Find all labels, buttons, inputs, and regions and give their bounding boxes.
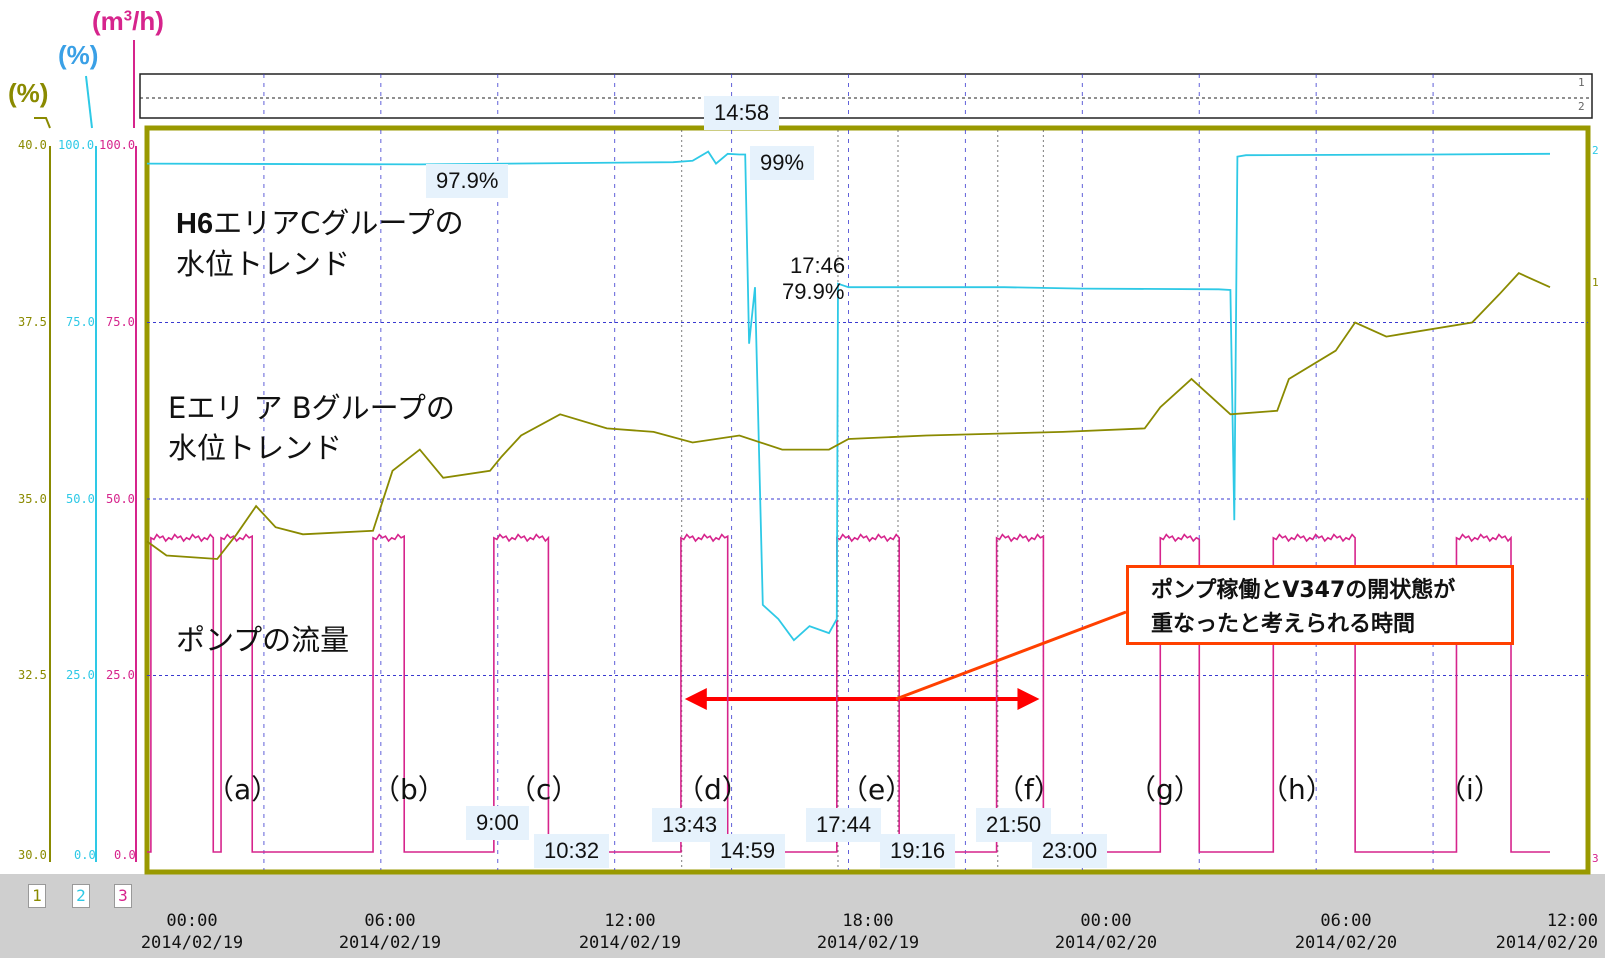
axis-3-tick: 100.0: [99, 138, 136, 152]
series-pump-flow: [147, 533, 1550, 853]
time-axis-bar: [0, 874, 1605, 958]
axis-2-pointer: [85, 75, 93, 129]
x-tick-time: 00:00: [1080, 911, 1132, 931]
channel-1-button[interactable]: 1: [28, 884, 46, 908]
axis-3-unit: (m3/h): [92, 6, 164, 37]
callout-line-1: ポンプ稼働とV347の開状態が: [1151, 578, 1456, 603]
annotation-10-32: 10:32: [534, 834, 610, 868]
e-trend-label: Eエリ ア Bグループの 水位トレンド: [168, 388, 455, 468]
x-tick-date: 2014/02/20: [1294, 933, 1398, 953]
axis-3-tick: 75.0: [106, 315, 135, 329]
annotation-79-9: 79.9%: [782, 279, 845, 304]
pump-flow-label: ポンプの流量: [176, 623, 350, 657]
annotation-17-44: 17:44: [806, 808, 882, 842]
x-tick: 18:00 2014/02/19: [798, 910, 938, 954]
channel-3-button[interactable]: 3: [114, 884, 132, 908]
axis-1-pointer: [34, 117, 51, 129]
axis-3-unit-prefix: (m: [92, 6, 124, 36]
axis-2-tick: 50.0: [66, 492, 95, 506]
axis-1-tick: 40.0: [18, 138, 47, 152]
x-tick: 12:00 2014/02/19: [560, 910, 700, 954]
right-channel-index: 3: [1592, 852, 1599, 865]
period-label-f: （f）: [996, 773, 1062, 806]
axis-2-tick: 75.0: [66, 315, 95, 329]
period-label-d: （d）: [676, 773, 750, 806]
callout-line-2: 重なったと考えられる時間: [1151, 612, 1416, 637]
x-tick-date: 2014/02/19: [140, 933, 244, 953]
axis-3-tick: 25.0: [106, 668, 135, 682]
x-tick-date: 2014/02/19: [578, 933, 682, 953]
axis-3-unit-sup: 3: [123, 7, 133, 25]
h6-trend-prefix: H6: [176, 208, 214, 240]
h6-trend-rest: エリアCグループの: [213, 206, 464, 240]
axis-1-tick: 37.5: [18, 315, 47, 329]
top-strip-index: 1: [1578, 76, 1585, 89]
highlight-arrow-left-head: [684, 688, 707, 710]
period-label-a: （a）: [206, 773, 280, 806]
x-tick-date: 2014/02/19: [816, 933, 920, 953]
h6-trend-line-1: H6エリアCグループの: [176, 203, 464, 244]
annotation-99: 99%: [750, 146, 815, 180]
x-tick-time: 06:00: [364, 911, 416, 931]
x-tick-time: 12:00: [1546, 911, 1598, 931]
annotation-97-9: 97.9%: [426, 164, 509, 198]
axis-2-tick: 100.0: [58, 138, 95, 152]
x-tick-time: 12:00: [604, 911, 656, 931]
channel-2-button[interactable]: 2: [72, 884, 90, 908]
period-label-i: （i）: [1438, 773, 1502, 806]
axis-1-tick: 30.0: [18, 848, 47, 862]
h6-trend-label: H6エリアCグループの 水位トレンド: [176, 203, 464, 284]
period-label-g: （g）: [1128, 773, 1202, 806]
plot-frame: [144, 125, 1591, 875]
highlight-arrow-right-head: [1017, 688, 1040, 710]
period-label-e: （e）: [840, 773, 914, 806]
right-channel-index: 2: [1592, 144, 1599, 157]
axis-2-unit: (%): [58, 40, 99, 70]
x-tick: 00:00 2014/02/19: [122, 910, 262, 954]
series-e-area-b-level: [146, 150, 1551, 642]
annotation-14-58: 14:58: [704, 96, 780, 130]
top-strip-index: 2: [1578, 100, 1585, 113]
period-label-c: （c）: [508, 773, 580, 806]
x-tick-time: 18:00: [842, 911, 894, 931]
h6-trend-line-2: 水位トレンド: [176, 247, 351, 281]
x-tick-date: 2014/02/20: [1495, 933, 1598, 953]
x-tick: 06:00 2014/02/19: [320, 910, 460, 954]
axis-2-tick: 0.0: [74, 848, 96, 862]
x-tick: 12:00 2014/02/20: [1458, 910, 1598, 954]
axis-3-tick: 0.0: [114, 848, 136, 862]
axis-2-tick: 25.0: [66, 668, 95, 682]
x-tick-time: 06:00: [1320, 911, 1372, 931]
period-label-b: （b）: [372, 773, 446, 806]
e-trend-line-2: 水位トレンド: [168, 431, 343, 465]
annotation-19-16: 19:16: [880, 834, 956, 868]
x-tick-date: 2014/02/20: [1054, 933, 1158, 953]
x-tick-date: 2014/02/19: [338, 933, 442, 953]
annotation-23-00: 23:00: [1032, 834, 1108, 868]
series-h6-area-c-level: [146, 272, 1551, 560]
annotation-17-46: 17:46: [790, 253, 846, 278]
right-channel-index: 1: [1592, 276, 1599, 289]
e-trend-line-1: Eエリ ア Bグループの: [168, 391, 455, 425]
axis-1-unit: (%): [8, 78, 49, 108]
callout-box: ポンプ稼働とV347の開状態が 重なったと考えられる時間: [1126, 565, 1514, 645]
annotation-9-00: 9:00: [466, 806, 529, 840]
callout-pointer: [895, 610, 1127, 701]
x-tick: 00:00 2014/02/20: [1036, 910, 1176, 954]
axis-3-unit-suffix: /h): [132, 6, 164, 36]
x-tick-time: 00:00: [166, 911, 218, 931]
x-tick: 06:00 2014/02/20: [1276, 910, 1416, 954]
axis-1-tick: 35.0: [18, 492, 47, 506]
top-strip: [139, 73, 1593, 119]
annotation-14-59: 14:59: [710, 834, 786, 868]
axis-1-tick: 32.5: [18, 668, 47, 682]
axis-3-tick: 50.0: [106, 492, 135, 506]
period-label-h: （h）: [1260, 773, 1334, 806]
